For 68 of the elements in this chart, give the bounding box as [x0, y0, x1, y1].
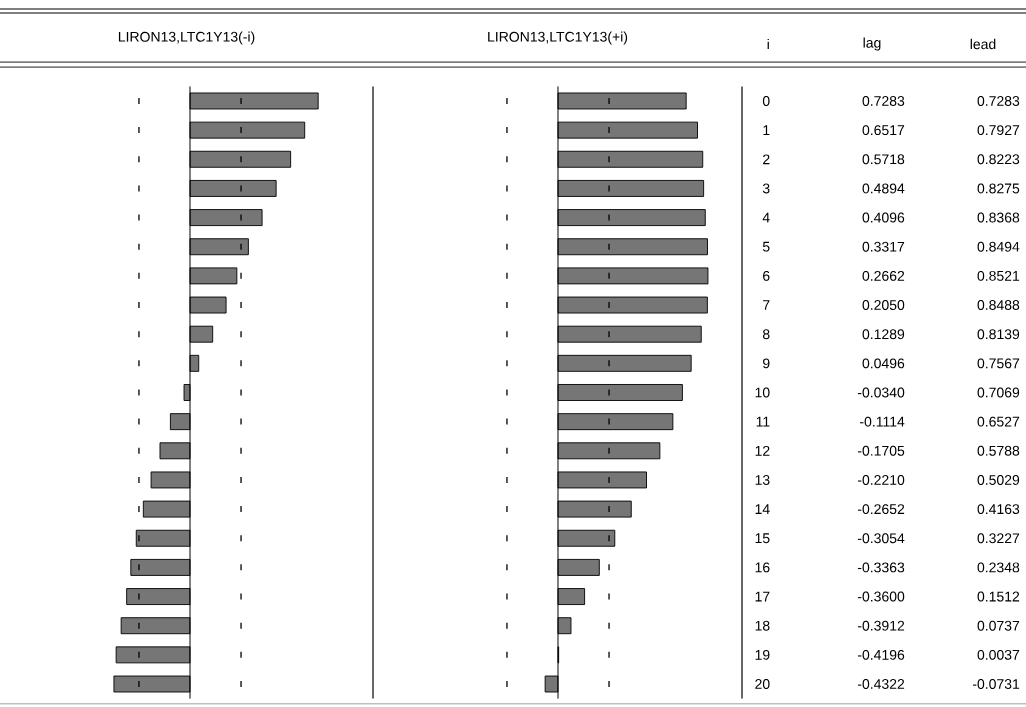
y-tick-label: 11 — [756, 416, 770, 427]
data-label: 0.8139 — [977, 329, 1020, 340]
y-tick-label: 3 — [762, 183, 770, 194]
y-tick-label: 18 — [755, 620, 770, 631]
y-tick-label: 6 — [763, 270, 770, 281]
chart-title: LIRON13,LTC1Y13(-i) — [118, 31, 255, 45]
data-label: 0.4096 — [862, 212, 905, 223]
data-label: -0.1705 — [857, 445, 905, 456]
data-label: 0.6517 — [862, 125, 905, 136]
y-tick-label: 12 — [755, 445, 770, 456]
y-tick-label: 0 — [762, 96, 770, 106]
data-label: 0.8223 — [977, 154, 1020, 165]
data-label: -0.0731 — [972, 679, 1020, 689]
data-label: 0.8494 — [977, 241, 1020, 252]
y-tick-label: 13 — [755, 474, 770, 485]
text: i — [767, 38, 769, 50]
data-label: 0.4163 — [977, 504, 1020, 515]
data-label: 0.5788 — [977, 445, 1020, 456]
y-tick-label: 2 — [763, 154, 770, 165]
data-label: 0.7283 — [977, 96, 1020, 106]
y-tick-label: 15 — [755, 533, 770, 544]
y-tick-label: 19 — [755, 649, 770, 660]
data-label: 0.0037 — [977, 649, 1020, 660]
data-label: 0.3317 — [862, 241, 905, 252]
data-label: -0.4196 — [857, 649, 905, 660]
y-tick-label: 4 — [762, 212, 770, 223]
data-label: -0.2652 — [857, 504, 905, 515]
data-label: 0.7283 — [862, 96, 905, 106]
y-tick-label: 7 — [763, 300, 770, 310]
data-label: 0.2662 — [862, 270, 905, 281]
data-label: 0.8488 — [977, 300, 1020, 310]
data-label: 0.2050 — [862, 300, 905, 310]
data-label: 0.3227 — [977, 533, 1020, 544]
data-label: 0.4894 — [862, 183, 905, 194]
data-label: 0.5029 — [977, 474, 1020, 485]
data-label: -0.0340 — [857, 387, 905, 398]
chart-title: LIRON13,LTC1Y13(+i) — [488, 31, 628, 45]
y-tick-label: 8 — [762, 329, 770, 340]
data-label: -0.1114 — [860, 416, 905, 427]
data-label: 0.1289 — [862, 329, 905, 340]
data-label: -0.3600 — [857, 591, 905, 602]
data-label: 0.8368 — [977, 212, 1020, 223]
data-label: -0.2210 — [857, 474, 905, 485]
data-label: 0.7927 — [977, 125, 1020, 136]
data-label: 0.7567 — [977, 358, 1020, 369]
data-label: 0.7069 — [977, 387, 1020, 398]
data-label: 0.8275 — [977, 183, 1020, 194]
data-label: 0.1512 — [977, 591, 1020, 602]
data-label: 0.6527 — [977, 416, 1020, 427]
y-tick-label: 17 — [755, 591, 770, 602]
data-label: -0.3912 — [857, 620, 905, 631]
data-label: 0.0737 — [977, 620, 1020, 631]
data-label: -0.3363 — [857, 562, 905, 573]
data-label: -0.4322 — [857, 679, 905, 689]
data-label: 0.5718 — [862, 154, 905, 165]
y-tick-label: 9 — [763, 358, 770, 369]
text: lag — [863, 37, 881, 51]
data-label: 0.2348 — [977, 562, 1020, 573]
y-tick-label: 16 — [755, 562, 770, 573]
text: lead — [970, 38, 996, 50]
data-label: -0.3054 — [857, 533, 905, 544]
y-tick-label: 14 — [755, 504, 770, 514]
y-tick-label: 10 — [755, 387, 770, 398]
y-tick-label: 20 — [755, 679, 770, 689]
y-tick-label: 5 — [762, 241, 770, 252]
y-tick-label: 1 — [763, 125, 770, 135]
data-label: 0.8521 — [977, 270, 1020, 281]
data-label: 0.0496 — [862, 358, 905, 369]
